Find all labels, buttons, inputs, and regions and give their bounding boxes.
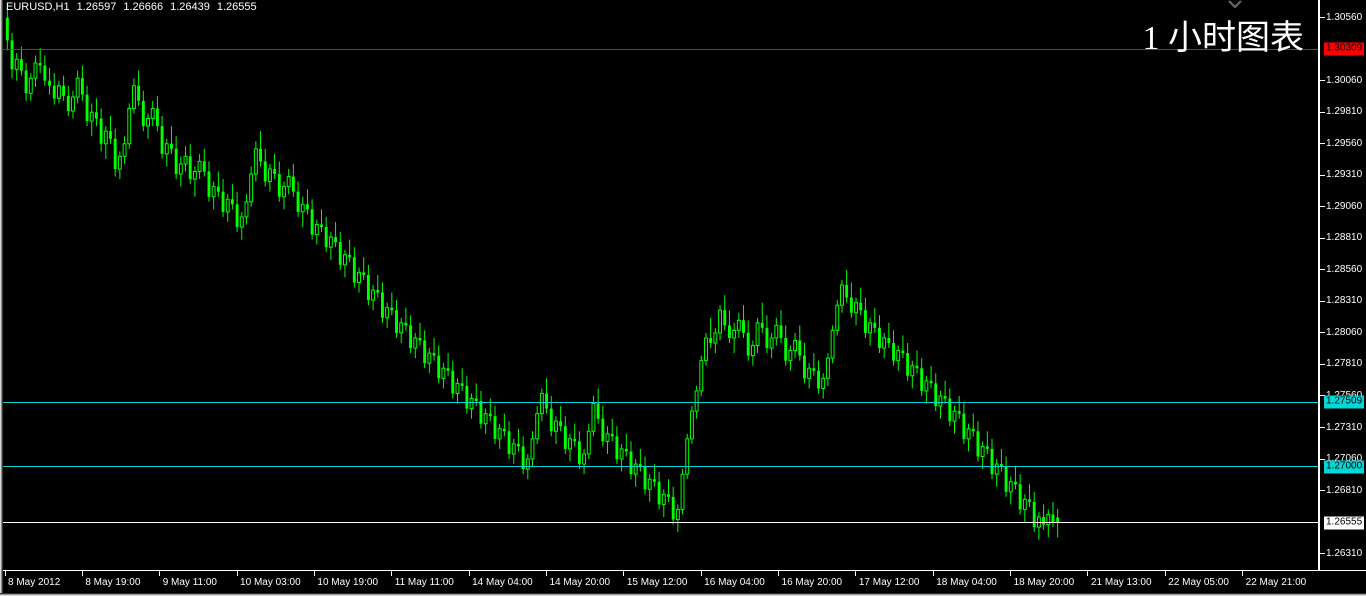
price-tick-label: 1.28810	[1326, 232, 1363, 244]
time-tick	[314, 571, 315, 576]
price-tick	[1320, 301, 1325, 302]
time-tick-label: 22 May 05:00	[1168, 577, 1229, 588]
price-tick	[1320, 175, 1325, 176]
chevron-down-icon[interactable]	[1228, 0, 1242, 8]
chart-header: EURUSD,H1 1.26597 1.26666 1.26439 1.2655…	[6, 1, 257, 13]
price-tick	[1320, 395, 1325, 396]
price-tick-label: 1.27060	[1326, 453, 1363, 465]
price-highlight-label-red: 1.30309	[1324, 42, 1365, 56]
time-tick	[855, 571, 856, 576]
price-tick	[1320, 80, 1325, 81]
price-tick	[1320, 427, 1325, 428]
price-tick-label: 1.29310	[1326, 169, 1363, 181]
high-price: 1.26666	[123, 0, 164, 13]
price-tick	[1320, 112, 1325, 113]
price-tick	[1320, 364, 1325, 365]
price-tick-label: 1.28060	[1326, 326, 1363, 338]
time-tick	[701, 571, 702, 576]
time-tick-label: 9 May 11:00	[162, 577, 217, 588]
time-tick	[469, 571, 470, 576]
price-tick	[1320, 553, 1325, 554]
time-tick	[237, 571, 238, 576]
time-tick	[1087, 571, 1088, 576]
price-tick-label: 1.28310	[1326, 295, 1363, 307]
close-price: 1.26555	[216, 0, 257, 13]
time-tick-label: 10 May 03:00	[240, 577, 301, 588]
price-tick-label: 1.26310	[1326, 547, 1363, 559]
level-line-resistance-high[interactable]	[3, 49, 1318, 50]
time-tick	[1010, 571, 1011, 576]
price-tick	[1320, 206, 1325, 207]
time-tick-label: 14 May 20:00	[549, 577, 611, 588]
time-tick-label: 16 May 04:00	[704, 577, 765, 588]
chart-plot-area[interactable]	[3, 0, 1318, 570]
price-tick-label: 1.29810	[1326, 106, 1363, 118]
time-tick	[5, 571, 6, 576]
price-tick-label: 1.30060	[1326, 74, 1363, 86]
time-tick	[82, 571, 83, 576]
price-tick	[1320, 143, 1325, 144]
chart-annotation-text: 1 小时图表	[1142, 20, 1305, 57]
time-tick-label: 15 May 12:00	[626, 577, 688, 588]
price-tick-label: 1.29560	[1326, 137, 1363, 149]
price-tick-label: 1.26810	[1326, 484, 1363, 496]
price-highlight-label-white: 1.26555	[1324, 516, 1365, 530]
price-tick-label: 1.27560	[1326, 390, 1362, 401]
time-tick-label: 16 May 20:00	[781, 577, 843, 588]
time-tick	[391, 571, 392, 576]
time-tick-label: 8 May 2012	[8, 577, 61, 588]
price-highlight-label-cyan: 1.27509	[1324, 395, 1365, 409]
price-tick	[1320, 269, 1325, 270]
window-frame-left	[0, 0, 3, 596]
price-tick-label: 1.27810	[1326, 358, 1363, 370]
low-price: 1.26439	[170, 0, 210, 13]
price-highlight-label-cyan: 1.27000	[1324, 460, 1365, 474]
time-tick	[778, 571, 779, 576]
time-tick	[623, 571, 624, 576]
price-tick-label: 1.29060	[1326, 200, 1363, 212]
time-tick-label: 8 May 19:00	[85, 577, 141, 588]
symbol-label: EURUSD,H1	[6, 0, 70, 13]
level-line-last-price[interactable]	[3, 522, 1318, 523]
time-tick-label: 18 May 04:00	[936, 577, 997, 588]
price-tick-label: 1.27310	[1326, 421, 1363, 433]
time-tick-label: 18 May 20:00	[1013, 577, 1075, 588]
time-tick	[933, 571, 934, 576]
price-scale[interactable]: 1.30560 1.30060 1.29810 1.29560 1.29310 1.290…	[1318, 0, 1366, 570]
price-tick	[1320, 17, 1325, 18]
time-tick	[1165, 571, 1166, 576]
candlestick-series	[5, 7, 1060, 540]
level-line-resistance-mid[interactable]	[3, 402, 1318, 403]
time-tick-label: 14 May 04:00	[472, 577, 533, 588]
time-tick-label: 21 May 13:00	[1090, 577, 1152, 588]
time-tick-label: 22 May 21:00	[1245, 577, 1307, 588]
window-frame-bottom	[0, 593, 1366, 596]
price-tick	[1320, 238, 1325, 239]
price-tick-label: 1.30560	[1326, 11, 1363, 23]
time-tick-label: 10 May 19:00	[317, 577, 379, 588]
price-tick	[1320, 490, 1325, 491]
time-tick	[159, 571, 160, 576]
price-tick	[1320, 332, 1325, 333]
price-tick	[1320, 459, 1325, 460]
time-tick	[1242, 571, 1243, 576]
time-tick-label: 17 May 12:00	[858, 577, 920, 588]
open-price: 1.26597	[76, 0, 117, 13]
level-line-support-mid[interactable]	[3, 466, 1318, 467]
time-tick-label: 11 May 11:00	[394, 577, 454, 588]
price-tick-label: 1.28560	[1326, 263, 1363, 275]
time-scale[interactable]: 8 May 2012 8 May 19:00 9 May 11:00 10 May 0…	[3, 570, 1366, 593]
time-tick	[546, 571, 547, 576]
